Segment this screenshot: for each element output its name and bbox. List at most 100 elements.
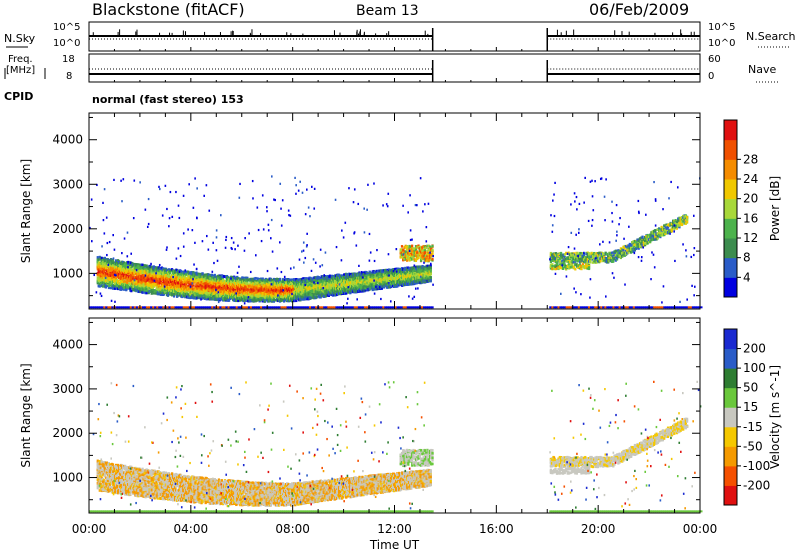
freq-panel-frame bbox=[88, 53, 701, 83]
echo-cell bbox=[306, 293, 309, 297]
echo-cell bbox=[315, 283, 318, 287]
echo-cell bbox=[188, 283, 191, 286]
echo-cell bbox=[295, 299, 298, 303]
echo-cell bbox=[266, 297, 269, 301]
echo-cell bbox=[107, 286, 111, 290]
echo-cell bbox=[149, 275, 152, 279]
echo-cell bbox=[208, 278, 211, 282]
echo-cell bbox=[149, 282, 152, 285]
freq-tick-bot: 8 bbox=[66, 71, 73, 82]
echo-cell bbox=[154, 275, 157, 278]
echo-cell bbox=[251, 285, 254, 289]
echo-cell bbox=[169, 289, 173, 293]
echo-cell bbox=[291, 278, 294, 281]
echo-cell bbox=[187, 285, 190, 288]
date-title: 06/Feb/2009 bbox=[589, 0, 690, 19]
echo-cell bbox=[137, 280, 140, 283]
echo-cell bbox=[117, 280, 120, 283]
echo-cell bbox=[143, 267, 146, 271]
echo-cell bbox=[136, 286, 139, 290]
echo-cell bbox=[249, 295, 252, 299]
beam-title: Beam 13 bbox=[356, 3, 419, 19]
echo-cell bbox=[278, 278, 282, 281]
echo-cell bbox=[246, 282, 249, 285]
echo-cell bbox=[127, 284, 130, 287]
echo-cell bbox=[120, 286, 123, 290]
echo-cell bbox=[219, 294, 223, 298]
echo-cell bbox=[282, 299, 286, 303]
echo-cell bbox=[110, 274, 114, 277]
nsearch-tick-top: 10^5 bbox=[708, 22, 736, 33]
echo-cell bbox=[163, 291, 167, 295]
echo-cell bbox=[155, 289, 158, 293]
echo-cell bbox=[117, 265, 120, 268]
echo-cell bbox=[268, 282, 271, 285]
echo-cell bbox=[113, 266, 117, 269]
echo-cell bbox=[130, 274, 133, 278]
nsky-tick-top: 10^5 bbox=[53, 22, 81, 33]
echo-cell bbox=[125, 275, 128, 279]
echo-cell bbox=[221, 279, 225, 282]
echo-cell bbox=[127, 260, 130, 264]
echo-cell bbox=[223, 292, 227, 296]
echo-cell bbox=[203, 290, 206, 293]
echo-cell bbox=[142, 291, 145, 294]
echo-cell bbox=[190, 281, 193, 285]
echo-cell bbox=[188, 287, 191, 291]
echo-cell bbox=[161, 273, 165, 277]
echo-cell bbox=[295, 278, 298, 281]
echo-cell bbox=[304, 297, 307, 301]
echo-cell bbox=[134, 265, 137, 269]
echo-cell bbox=[114, 259, 118, 262]
nsearch-label: N.Search bbox=[746, 30, 796, 43]
echo-cell bbox=[127, 277, 130, 280]
echo-cell bbox=[183, 271, 186, 274]
echo-cell bbox=[138, 272, 141, 276]
echo-cell bbox=[181, 275, 184, 279]
echo-cell bbox=[143, 264, 146, 267]
echo-cell bbox=[163, 288, 167, 292]
echo-cell bbox=[183, 288, 186, 292]
echo-cell bbox=[127, 262, 130, 265]
echo-cell bbox=[309, 287, 312, 291]
echo-cell bbox=[157, 280, 160, 283]
echo-cell bbox=[133, 262, 136, 266]
echo-cell bbox=[111, 267, 115, 270]
echo-cell bbox=[159, 293, 162, 296]
nave-tick-bot: 0 bbox=[708, 71, 715, 82]
echo-cell bbox=[165, 276, 169, 280]
cpid-label: CPID bbox=[4, 90, 34, 103]
echo-cell bbox=[141, 263, 144, 267]
echo-cell bbox=[319, 276, 322, 280]
echo-cell bbox=[150, 292, 153, 295]
echo-cell bbox=[212, 294, 215, 298]
echo-cell bbox=[135, 267, 138, 271]
echo-cell bbox=[215, 278, 218, 281]
echo-cell bbox=[306, 277, 309, 281]
echo-cell bbox=[237, 299, 240, 302]
echo-cell bbox=[104, 279, 107, 283]
echo-cell bbox=[292, 287, 295, 291]
echo-cell bbox=[141, 274, 144, 277]
echo-cell bbox=[270, 278, 273, 282]
echo-cell bbox=[96, 256, 99, 259]
nsky-label: N.Sky bbox=[4, 32, 36, 45]
echo-cell bbox=[230, 288, 233, 291]
echo-cell bbox=[106, 280, 110, 284]
echo-cell bbox=[136, 271, 139, 275]
echo-cell bbox=[147, 277, 150, 281]
echo-cell bbox=[147, 282, 150, 286]
echo-cell bbox=[164, 272, 168, 276]
echo-cell bbox=[222, 283, 226, 287]
echo-cell bbox=[109, 286, 113, 290]
echo-cell bbox=[103, 256, 106, 260]
echo-cell bbox=[211, 274, 214, 277]
echo-cell bbox=[169, 280, 173, 284]
echo-cell bbox=[137, 269, 140, 273]
echo-cell bbox=[151, 290, 154, 294]
echo-cell bbox=[164, 273, 168, 277]
echo-cell bbox=[168, 271, 172, 275]
echo-cell bbox=[130, 268, 133, 271]
echo-cell bbox=[119, 278, 122, 282]
